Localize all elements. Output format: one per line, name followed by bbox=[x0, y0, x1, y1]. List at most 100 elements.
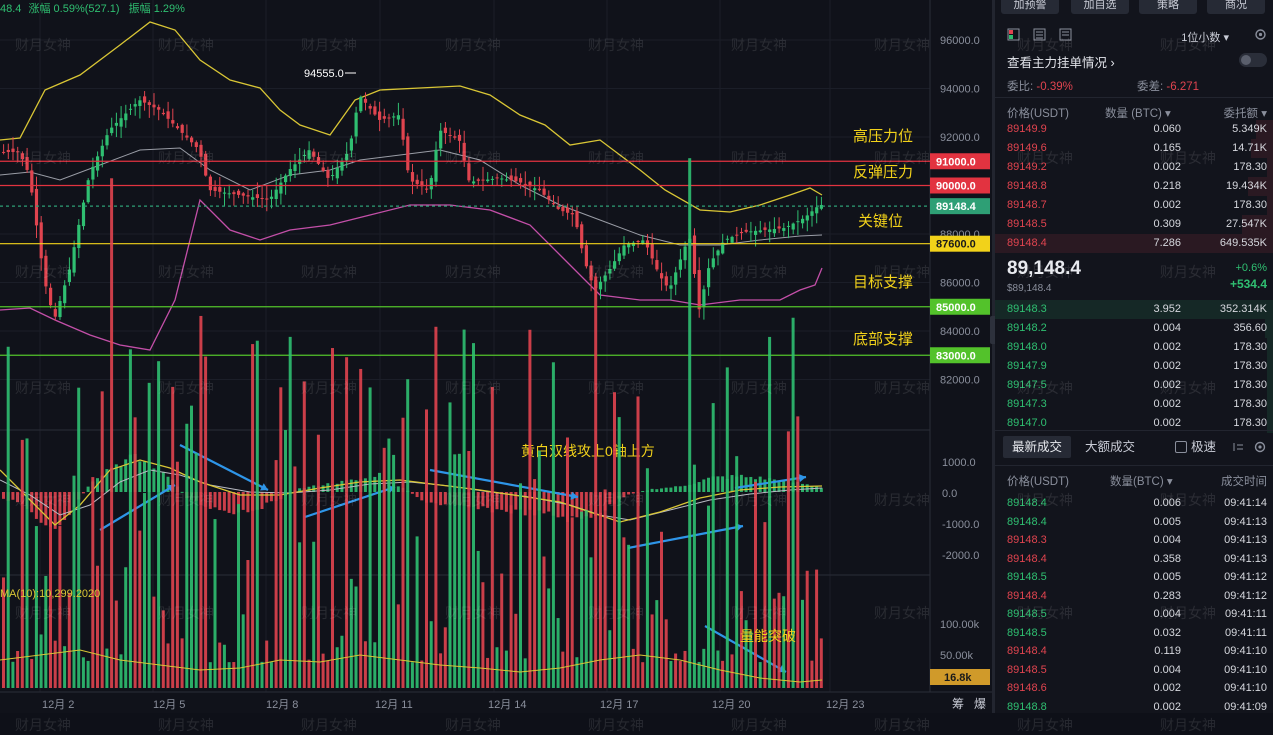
watermark-text: 财月女神 bbox=[588, 717, 644, 733]
candle-body bbox=[504, 179, 509, 181]
col-total-header[interactable]: 委托额 ▾ bbox=[1223, 108, 1267, 120]
ask-row[interactable]: 89148.5 0.309 27.547K bbox=[995, 215, 1273, 234]
upper-band-line bbox=[0, 21, 823, 213]
ask-row[interactable]: 89148.4 7.286 649.535K bbox=[995, 234, 1273, 253]
macd-bar bbox=[11, 492, 15, 500]
candle-body bbox=[6, 149, 10, 152]
macd-bar bbox=[58, 492, 62, 526]
bids-only-icon[interactable] bbox=[1033, 28, 1046, 41]
bid-row[interactable]: 89148.2 0.004 356.60 bbox=[995, 319, 1273, 338]
row-qty: 0.218 bbox=[1153, 180, 1181, 192]
volume-bar bbox=[528, 329, 532, 688]
chart-area[interactable]: 96000.094000.092000.090000.088000.086000… bbox=[0, 0, 993, 713]
macd-bar bbox=[815, 486, 819, 492]
main-orders-link[interactable]: 查看主力挂单情况 › bbox=[1007, 52, 1115, 71]
separator bbox=[995, 97, 1273, 98]
volume-tag bbox=[930, 669, 990, 685]
candle-body bbox=[627, 243, 631, 248]
settings-icon[interactable] bbox=[1254, 28, 1267, 41]
precision-select[interactable]: 1位小数 ▾ bbox=[1181, 32, 1229, 44]
bid-row[interactable]: 89147.3 0.002 178.30 bbox=[995, 395, 1273, 414]
macd-tick-label: -1000.0 bbox=[942, 519, 979, 531]
macd-dea-line bbox=[0, 469, 823, 521]
macd-trend-arrow-head bbox=[798, 473, 806, 483]
ask-row[interactable]: 89149.9 0.060 5.349K bbox=[995, 120, 1273, 139]
volume-bar bbox=[669, 660, 673, 688]
candle-body bbox=[669, 285, 673, 289]
bid-row[interactable]: 89147.9 0.002 178.30 bbox=[995, 357, 1273, 376]
macd-bar bbox=[326, 483, 330, 492]
volume-bar bbox=[96, 565, 99, 688]
volume-bar bbox=[387, 438, 391, 688]
filter-icon[interactable] bbox=[1231, 440, 1245, 454]
bid-row[interactable]: 89147.0 0.002 178.30 bbox=[995, 414, 1273, 433]
col-qty2-header[interactable]: 数量(BTC) ▾ bbox=[1110, 476, 1173, 488]
ask-row[interactable]: 89149.6 0.165 14.71K bbox=[995, 139, 1273, 158]
bid-row[interactable]: 89148.3 3.952 352.314K bbox=[995, 300, 1273, 319]
macd-bar bbox=[222, 492, 226, 511]
bid-row[interactable]: 89147.5 0.002 178.30 bbox=[995, 376, 1273, 395]
macd-bar bbox=[335, 483, 339, 492]
volume-bar bbox=[631, 648, 635, 688]
price-tick-label: 94000.0 bbox=[940, 84, 980, 96]
macd-bar bbox=[523, 492, 527, 516]
volume-bar bbox=[725, 367, 729, 688]
price-chart[interactable]: 96000.094000.092000.090000.088000.086000… bbox=[0, 0, 993, 713]
bid-row[interactable]: 89148.0 0.002 178.30 bbox=[995, 338, 1273, 357]
candle-body bbox=[721, 242, 725, 254]
strategy-button[interactable]: 策略 bbox=[1139, 0, 1197, 14]
trade-price: 89148.4 bbox=[1007, 497, 1047, 509]
col-qty-header[interactable]: 数量 (BTC) ▾ bbox=[1105, 108, 1171, 120]
candle-body bbox=[368, 105, 372, 109]
volume-bar bbox=[204, 356, 208, 688]
trade-price: 89148.8 bbox=[1007, 700, 1047, 713]
trade-row: 89148.5 0.004 09:41:11 bbox=[995, 605, 1273, 624]
candle-body bbox=[415, 179, 419, 184]
depth-bar bbox=[1267, 357, 1273, 376]
panel-divider[interactable] bbox=[990, 0, 997, 713]
volume-bar bbox=[269, 662, 273, 688]
trade-qty: 0.002 bbox=[1153, 700, 1181, 713]
candle-body bbox=[279, 182, 283, 194]
volume-bar bbox=[119, 654, 123, 688]
tab-large-trades[interactable]: 大额成交 bbox=[1085, 440, 1136, 454]
depth-bar bbox=[995, 234, 1273, 253]
main-orders-toggle[interactable] bbox=[1239, 53, 1267, 67]
ask-row[interactable]: 89148.7 0.002 178.30 bbox=[995, 196, 1273, 215]
volume-ma-line bbox=[0, 649, 823, 683]
trade-qty: 0.005 bbox=[1153, 515, 1181, 528]
watermark-text: 财月女神 bbox=[301, 717, 357, 733]
candle-body bbox=[293, 164, 297, 172]
ask-row[interactable]: 89148.8 0.218 19.434K bbox=[995, 177, 1273, 196]
macd-bar bbox=[237, 492, 240, 513]
ask-row[interactable]: 89149.2 0.002 178.30 bbox=[995, 158, 1273, 177]
market-button[interactable]: 商况 bbox=[1207, 0, 1265, 14]
tab-latest-trades[interactable]: 最新成交 bbox=[1003, 436, 1071, 458]
candle-body bbox=[199, 144, 203, 157]
trade-qty: 0.006 bbox=[1153, 497, 1181, 509]
volume-bar bbox=[67, 592, 71, 688]
volume-bar bbox=[519, 483, 522, 688]
watchlist-button[interactable]: 加自选 bbox=[1071, 0, 1129, 14]
volume-bar bbox=[143, 493, 146, 688]
candle-body bbox=[420, 181, 424, 187]
alert-button[interactable]: 加预警 bbox=[1001, 0, 1059, 14]
divider-grip[interactable] bbox=[990, 316, 997, 344]
asks-only-icon[interactable] bbox=[1059, 28, 1072, 41]
volume-bar bbox=[53, 640, 57, 688]
bottom-support-label: 底部支撑 bbox=[853, 331, 913, 348]
candle-body bbox=[241, 193, 245, 196]
header-ticker: 48.4 涨幅 0.59%(527.1) 振幅 1.29% bbox=[0, 0, 185, 16]
settings-icon[interactable] bbox=[1253, 440, 1267, 454]
volume-bar bbox=[739, 591, 743, 688]
fast-checkbox[interactable] bbox=[1175, 441, 1187, 453]
col-qty-label: 数量 (BTC) bbox=[1105, 108, 1162, 120]
volume-bar bbox=[302, 381, 306, 688]
both-sides-icon[interactable] bbox=[1007, 28, 1020, 41]
row-qty: 0.002 bbox=[1153, 341, 1181, 353]
candle-body bbox=[363, 98, 368, 103]
volume-bar bbox=[523, 658, 527, 688]
volume-bar bbox=[241, 614, 245, 688]
volume-bar bbox=[316, 434, 320, 688]
depth-bar bbox=[1267, 338, 1273, 357]
